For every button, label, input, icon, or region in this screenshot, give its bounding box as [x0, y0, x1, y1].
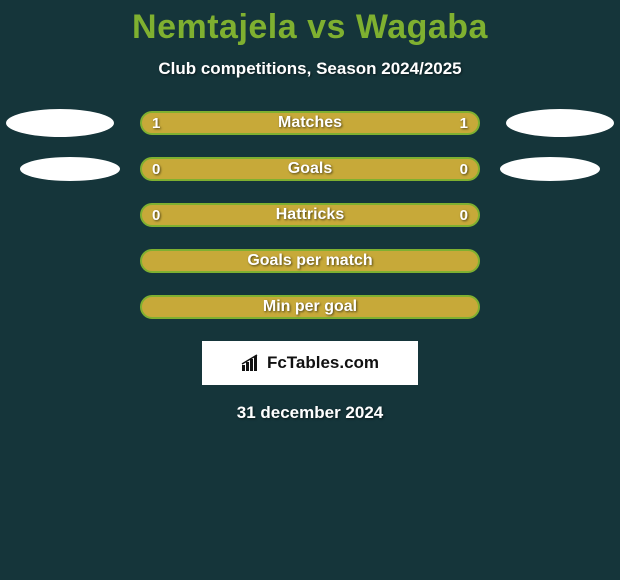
stat-value-right: 0 — [460, 161, 468, 178]
stat-row: 0 Hattricks 0 — [0, 203, 620, 227]
player-marker-left — [6, 109, 114, 137]
stat-bar: 0 Goals 0 — [140, 157, 480, 181]
brand-badge[interactable]: FcTables.com — [202, 341, 418, 385]
stat-value-left: 0 — [152, 207, 160, 224]
stat-bar: 1 Matches 1 — [140, 111, 480, 135]
stats-rows: 1 Matches 1 0 Goals 0 0 Hattricks 0 Goals per mat… — [0, 111, 620, 319]
stat-value-right: 0 — [460, 207, 468, 224]
stat-row: 1 Matches 1 — [0, 111, 620, 135]
stat-row: Min per goal — [0, 295, 620, 319]
stat-row: 0 Goals 0 — [0, 157, 620, 181]
stat-value-left: 1 — [152, 115, 160, 132]
stat-value-left: 0 — [152, 161, 160, 178]
stat-label: Goals — [288, 160, 332, 178]
stat-value-right: 1 — [460, 115, 468, 132]
stat-bar: Min per goal — [140, 295, 480, 319]
bar-chart-icon — [241, 354, 263, 372]
stat-label: Matches — [278, 114, 342, 132]
player-marker-left — [20, 157, 120, 181]
stat-label: Hattricks — [276, 206, 344, 224]
stat-bar: 0 Hattricks 0 — [140, 203, 480, 227]
stat-label: Min per goal — [263, 298, 357, 316]
player-marker-right — [506, 109, 614, 137]
date-text: 31 december 2024 — [0, 403, 620, 423]
stat-bar: Goals per match — [140, 249, 480, 273]
stat-row: Goals per match — [0, 249, 620, 273]
brand-text: FcTables.com — [267, 353, 379, 373]
page-title: Nemtajela vs Wagaba — [0, 0, 620, 47]
player-marker-right — [500, 157, 600, 181]
subtitle: Club competitions, Season 2024/2025 — [0, 59, 620, 79]
comparison-card: Nemtajela vs Wagaba Club competitions, S… — [0, 0, 620, 580]
stat-label: Goals per match — [247, 252, 372, 270]
